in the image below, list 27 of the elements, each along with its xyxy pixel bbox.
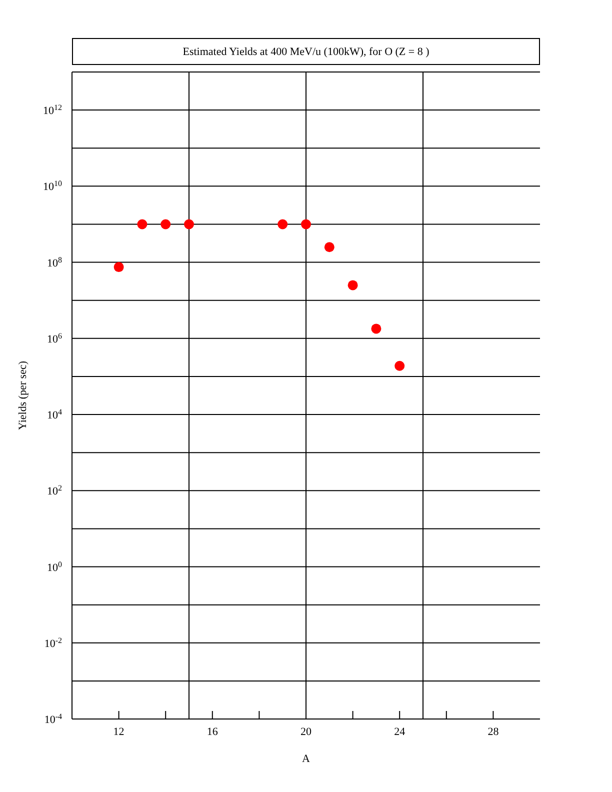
y-tick-label: 10$^{4}$ xyxy=(47,407,62,422)
x-axis-title: A xyxy=(302,753,310,765)
y-axis-title: Yields (per sec) xyxy=(16,360,29,430)
y-tick-label: 10$^{6}$ xyxy=(47,330,62,346)
point xyxy=(137,219,148,230)
y-tick-label: 10$^{2}$ xyxy=(47,483,62,498)
y-tick-label: 10$^{-2}$ xyxy=(44,635,62,650)
point xyxy=(160,219,171,230)
point xyxy=(301,219,311,230)
x-tick-label: 16 xyxy=(206,726,218,738)
point xyxy=(371,324,382,334)
x-tick-label: 28 xyxy=(488,726,500,738)
y-tick-label: 10$^{10}$ xyxy=(43,178,62,194)
point xyxy=(348,280,358,290)
x-tick-label: 12 xyxy=(113,726,124,738)
y-tick-label: 10$^{-4}$ xyxy=(44,712,62,726)
point xyxy=(394,360,405,371)
point xyxy=(278,219,288,230)
point xyxy=(184,219,194,230)
x-tick-label: 20 xyxy=(300,726,312,738)
point xyxy=(114,262,124,272)
y-tick-label: 10$^{8}$ xyxy=(47,254,62,270)
chart-title: Estimated Yields at 400 MeV/u (100kW), for O (Z = 8 ) xyxy=(72,38,540,65)
point xyxy=(324,242,334,252)
y-tick-label: 10$^{12}$ xyxy=(43,102,62,118)
x-tick-label: 24 xyxy=(394,726,406,738)
y-tick-label: 10$^{0}$ xyxy=(47,559,62,574)
